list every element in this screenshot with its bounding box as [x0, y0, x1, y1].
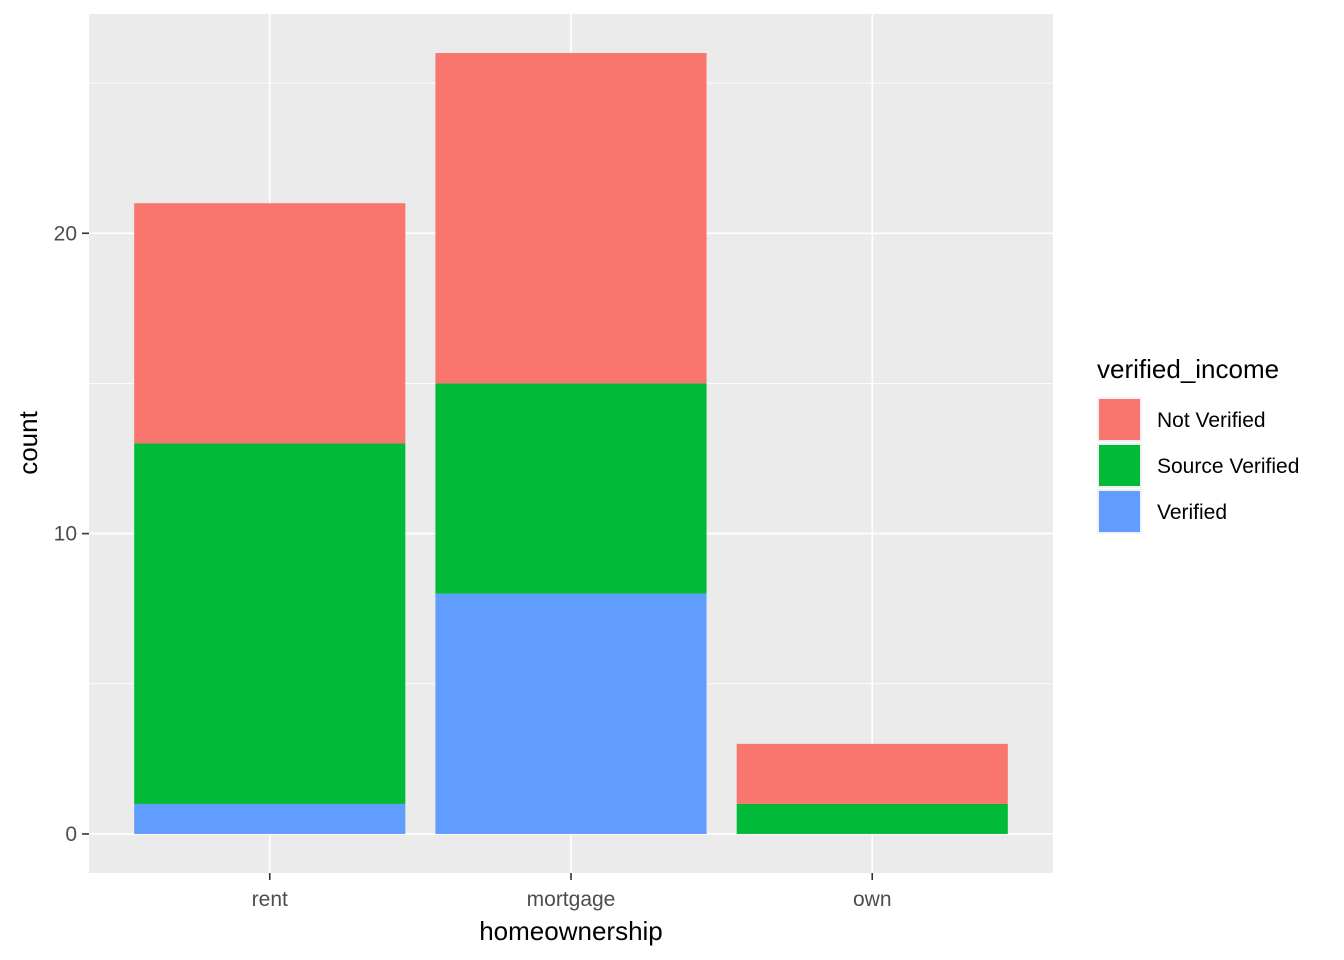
legend-title: verified_income: [1097, 354, 1279, 384]
legend-swatch: [1099, 491, 1140, 532]
x-tick-label: own: [853, 888, 892, 911]
bar-segment: [736, 803, 1008, 834]
bar-segment: [435, 53, 707, 384]
bar-segment: [134, 443, 406, 804]
x-tick-label: mortgage: [527, 888, 616, 911]
y-tick-label: 20: [54, 222, 77, 245]
y-tick-label: 0: [65, 823, 77, 846]
bar-segment: [134, 203, 406, 444]
x-tick-label: rent: [252, 888, 288, 911]
legend: verified_income Not Verified Source Verif…: [1097, 354, 1299, 534]
legend-swatch: [1099, 445, 1140, 486]
y-axis: 0 10 20: [54, 222, 89, 846]
bar-segment: [134, 803, 406, 834]
bars: [134, 53, 1008, 834]
bar-segment: [736, 743, 1008, 804]
legend-label: Not Verified: [1157, 409, 1266, 432]
y-axis-title: count: [13, 410, 43, 474]
legend-label: Verified: [1157, 501, 1227, 524]
legend-label: Source Verified: [1157, 455, 1299, 478]
bar-segment: [435, 593, 707, 834]
y-tick-label: 10: [54, 523, 77, 546]
x-axis: rent mortgage own: [252, 873, 892, 911]
legend-swatch: [1099, 399, 1140, 440]
x-axis-title: homeownership: [479, 916, 663, 946]
bar-segment: [435, 383, 707, 594]
